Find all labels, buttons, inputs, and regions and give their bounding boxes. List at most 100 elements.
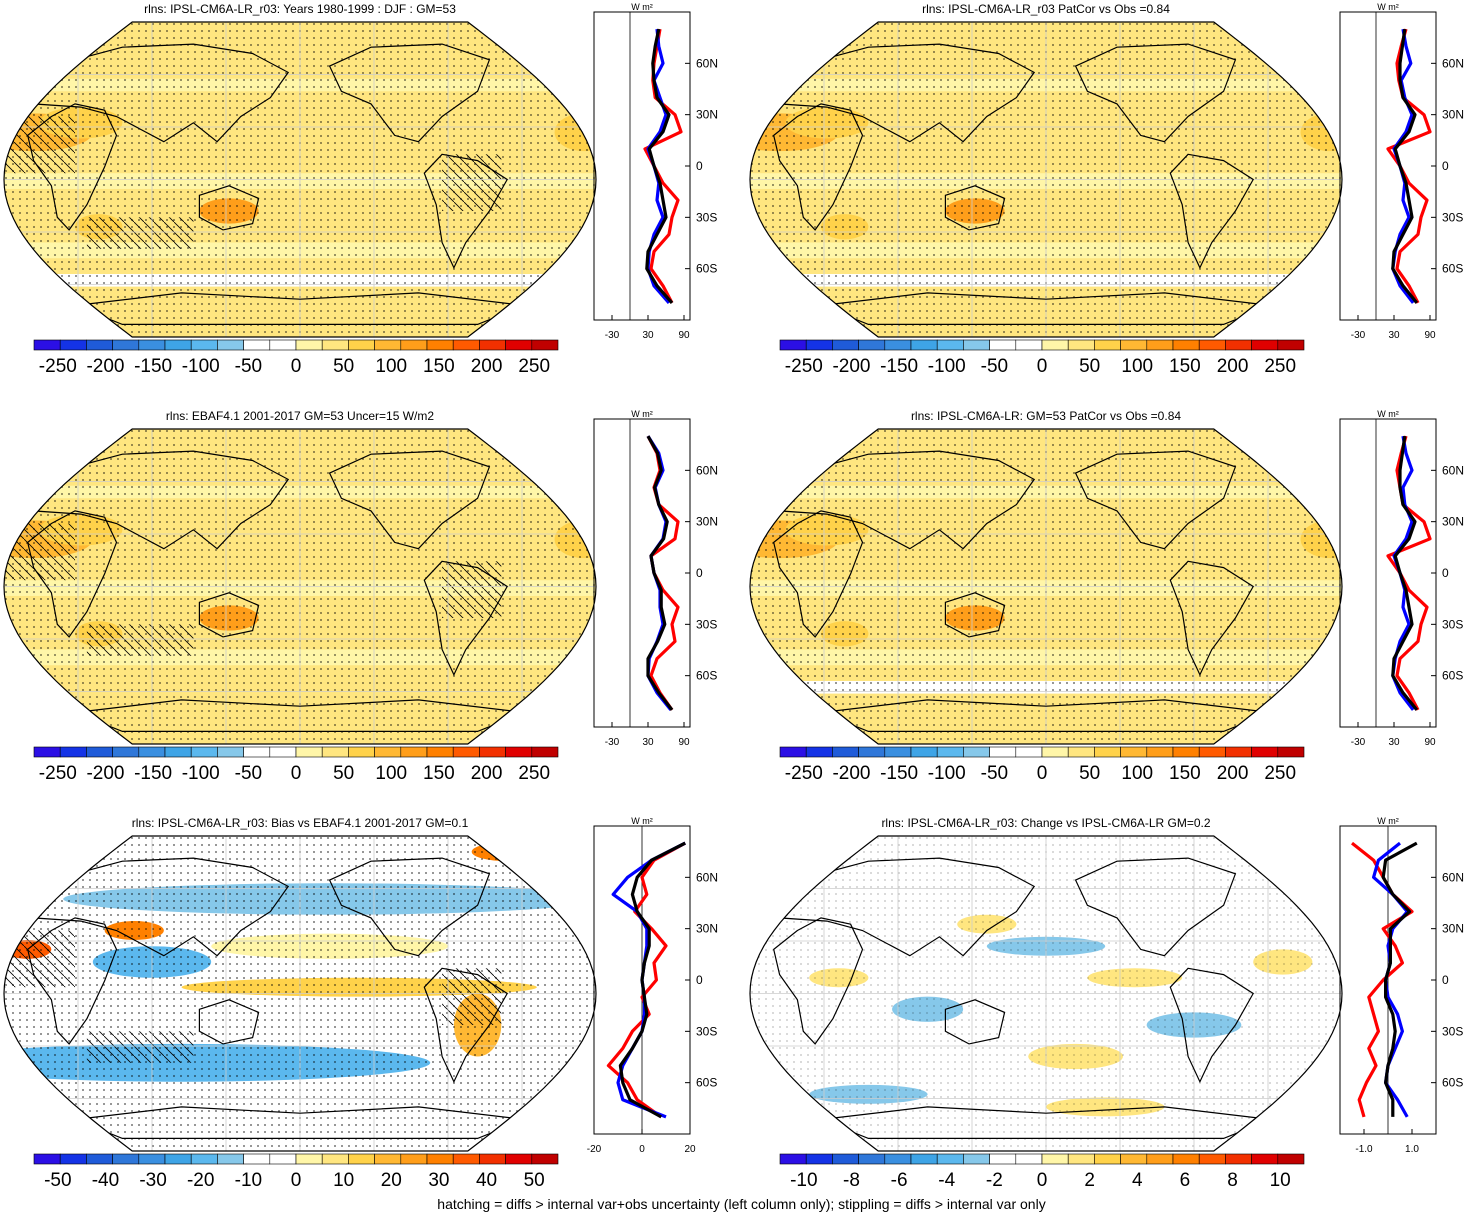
colorbar-tick-label: -150: [880, 356, 918, 377]
panel-mid-left: rlns: EBAF4.1 2001-2017 GM=53 Uncer=15 W…: [0, 407, 740, 807]
continent-samerica: [1169, 560, 1255, 677]
colorbar-tick-label: 150: [423, 356, 455, 377]
profile-lat-label: 30N: [1442, 515, 1464, 529]
colorbar-swatch: [452, 1153, 480, 1165]
colorbar-swatch: [33, 1153, 61, 1165]
colorbar-swatch: [243, 746, 271, 758]
colorbar-swatch: [269, 746, 297, 758]
colorbar-tick-label: 50: [333, 356, 354, 377]
colorbar-swatch: [348, 746, 375, 758]
continent-greenland: [1258, 33, 1302, 61]
colorbar-swatch: [963, 339, 990, 351]
profile-lat-label: 30N: [696, 108, 718, 122]
profile-lat-label: 30N: [1442, 108, 1464, 122]
colorbar-tick-label: -30: [139, 1170, 166, 1191]
colorbar-tick-label: -150: [134, 356, 172, 377]
colorbar-swatch: [112, 339, 140, 351]
colorbar-swatch: [164, 1153, 192, 1165]
colorbar-swatch: [86, 746, 113, 758]
profile-x-label: -30: [605, 737, 620, 748]
zonal-mean-profile: W m² 60N 30N 0 30S 60S -30 30 90: [1339, 409, 1464, 748]
colorbar-swatch: [1251, 1153, 1279, 1165]
colorbar-tick-label: 100: [375, 763, 407, 784]
profile-lat-label: 0: [1442, 973, 1449, 987]
profile-lat-label: 60S: [1442, 1076, 1463, 1090]
colorbar: -250 -200 -150 -100 -50 0 50 100 150 200 250: [779, 339, 1305, 377]
continent-namerica: [1074, 43, 1237, 143]
colorbar-tick-label: -2: [986, 1170, 1003, 1191]
profile-unit: W m²: [1377, 816, 1399, 826]
colorbar-tick-label: -250: [785, 356, 823, 377]
continent-greenland: [1258, 440, 1302, 468]
colorbar-tick-label: 8: [1227, 1170, 1238, 1191]
colorbar-swatch: [1146, 746, 1174, 758]
colorbar-tick-label: -250: [39, 763, 77, 784]
profile-lat-label: 0: [1442, 566, 1449, 580]
continent-samerica: [423, 967, 509, 1084]
colorbar-swatch: [1120, 1153, 1148, 1165]
colorbar-swatch: [1146, 1153, 1174, 1165]
colorbar-swatch: [531, 339, 559, 351]
colorbar-tick-label: -50: [981, 763, 1008, 784]
colorbar-swatch: [1172, 1153, 1200, 1165]
colorbar-tick-label: -100: [182, 356, 220, 377]
colorbar-swatch: [884, 746, 912, 758]
continent-antarctica: [820, 292, 1272, 325]
continent-greenland: [512, 847, 556, 875]
profile-lat-label: 0: [1442, 159, 1449, 173]
colorbar-tick-label: 50: [333, 763, 354, 784]
colorbar-swatch: [1041, 339, 1069, 351]
colorbar-swatch: [59, 339, 87, 351]
colorbar-tick-label: -200: [86, 763, 124, 784]
colorbar-swatch: [1041, 746, 1069, 758]
colorbar-swatch: [452, 746, 480, 758]
colorbar-swatch: [779, 339, 807, 351]
continent-namerica: [1074, 450, 1237, 550]
colorbar-swatch: [269, 1153, 297, 1165]
profile-series-2: [1391, 28, 1419, 304]
colorbar-swatch: [1015, 1153, 1043, 1165]
continent-namerica: [328, 450, 491, 550]
profile-series-1: [1371, 841, 1409, 1118]
colorbar-tick-label: -40: [92, 1170, 119, 1191]
continent-namerica: [328, 857, 491, 957]
profile-unit: W m²: [1377, 409, 1399, 419]
colorbar-swatch: [1094, 1153, 1121, 1165]
world-map: [3, 21, 597, 338]
hatching: [4, 523, 76, 581]
colorbar-swatch: [1198, 339, 1226, 351]
map-title: rlns: EBAF4.1 2001-2017 GM=53 Uncer=15 W…: [165, 409, 435, 423]
world-map: [3, 428, 597, 745]
colorbar-swatch: [479, 746, 506, 758]
colorbar-tick-label: 150: [1169, 763, 1201, 784]
colorbar-swatch: [1094, 746, 1121, 758]
profile-x-label: 90: [1424, 330, 1436, 341]
colorbar-swatch: [479, 1153, 506, 1165]
colorbar-tick-label: 50: [1079, 356, 1100, 377]
colorbar-tick-label: 200: [471, 356, 503, 377]
colorbar-tick-label: 0: [1037, 356, 1048, 377]
profile-x-label: 30: [1388, 737, 1400, 748]
map-border: [3, 428, 597, 745]
continent-eurasia: [778, 857, 1036, 957]
colorbar-swatch: [1277, 746, 1305, 758]
profile-x-label: -30: [1351, 737, 1366, 748]
profile-unit: W m²: [631, 816, 653, 826]
colorbar-swatch: [858, 1153, 886, 1165]
panel-mid-right: rlns: IPSL-CM6A-LR: GM=53 PatCor vs Obs …: [746, 407, 1483, 807]
continent-antarctica: [820, 699, 1272, 732]
colorbar-swatch: [1225, 1153, 1252, 1165]
colorbar-tick-label: -250: [785, 763, 823, 784]
map-border: [3, 835, 597, 1152]
colorbar-tick-label: 200: [1217, 763, 1249, 784]
profile-x-label: 90: [678, 737, 690, 748]
continent-eurasia: [778, 450, 1036, 550]
map-border: [749, 21, 1343, 338]
zonal-mean-profile: W m² 60N 30N 0 30S 60S -30 30 90: [593, 2, 718, 341]
profile-lat-label: 30S: [696, 1024, 717, 1038]
profile-x-label: 90: [678, 330, 690, 341]
profile-lat-label: 30S: [1442, 210, 1463, 224]
colorbar: -250 -200 -150 -100 -50 0 50 100 150 200 250: [779, 746, 1305, 784]
colorbar-swatch: [505, 1153, 533, 1165]
profile-series-2: [645, 28, 674, 304]
